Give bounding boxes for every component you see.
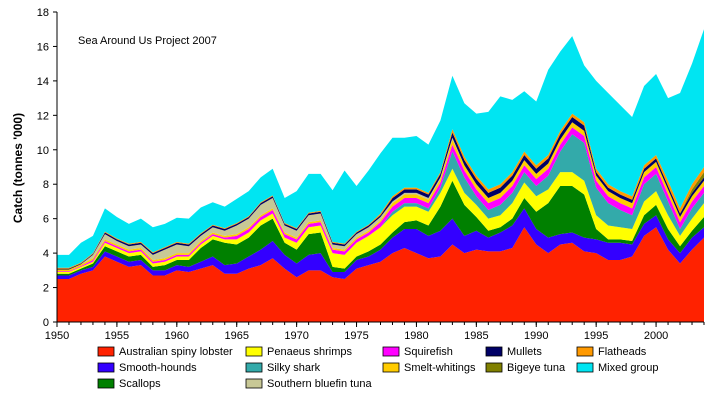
x-tick-label: 1980 — [404, 330, 428, 342]
area-series-7 — [57, 122, 704, 270]
legend-label: Mixed group — [598, 362, 659, 374]
y-tick-label: 14 — [37, 76, 49, 88]
y-tick-label: 16 — [37, 41, 49, 53]
legend-label: Squirefish — [404, 346, 453, 358]
legend-swatch — [97, 346, 115, 357]
chart-annotation: Sea Around Us Project 2007 — [78, 35, 217, 47]
area-series-3 — [57, 168, 704, 274]
legend-label: Smelt-whitings — [404, 362, 476, 374]
legend-label: Southern bluefin tuna — [267, 378, 372, 390]
x-tick-label: 1950 — [45, 330, 69, 342]
legend: Australian spiny lobster Smooth-hounds Sca… — [97, 346, 659, 390]
legend-swatch — [97, 378, 115, 389]
y-tick-label: 0 — [43, 317, 49, 329]
x-tick-label: 1975 — [344, 330, 368, 342]
legend-swatch — [485, 346, 503, 357]
x-tick-label: 1990 — [524, 330, 548, 342]
y-tick-label: 18 — [37, 7, 49, 19]
legend-label: Silky shark — [267, 362, 321, 374]
x-tick-label: 1965 — [224, 330, 248, 342]
x-tick-label: 1970 — [284, 330, 308, 342]
y-tick-label: 12 — [37, 110, 49, 122]
x-tick-label: 1955 — [105, 330, 129, 342]
legend-swatch — [485, 362, 503, 373]
area-series-11 — [57, 29, 704, 268]
area-series-2 — [57, 180, 704, 276]
legend-label: Australian spiny lobster — [119, 346, 233, 358]
legend-swatch — [576, 362, 594, 373]
y-tick-label: 10 — [37, 145, 49, 157]
legend-label: Smooth-hounds — [119, 362, 197, 374]
y-tick-label: 4 — [43, 248, 49, 260]
area-layer — [57, 29, 704, 322]
y-tick-label: 2 — [43, 283, 49, 295]
legend-swatch — [576, 346, 594, 357]
legend-swatch — [382, 362, 400, 373]
area-series-0 — [57, 227, 704, 322]
y-tick-label: 6 — [43, 214, 49, 226]
legend-swatch — [97, 362, 115, 373]
legend-label: Bigeye tuna — [507, 362, 566, 374]
x-tick-label: 1960 — [165, 330, 189, 342]
legend-label: Scallops — [119, 378, 161, 390]
x-tick-label: 2000 — [644, 330, 668, 342]
y-axis-label: Catch (tonnes '000) — [11, 113, 25, 223]
area-series-1 — [57, 208, 704, 279]
legend-swatch — [382, 346, 400, 357]
legend-swatch — [245, 346, 263, 357]
legend-label: Mullets — [507, 346, 542, 358]
legend-swatch — [245, 378, 263, 389]
legend-label: Penaeus shrimps — [267, 346, 352, 358]
y-tick-label: 8 — [43, 179, 49, 191]
x-tick-label: 1985 — [464, 330, 488, 342]
x-tick-label: 1995 — [584, 330, 608, 342]
legend-label: Flatheads — [598, 346, 647, 358]
axes-layer: 0 2 4 6 8 10 12 14 16 18 1950 1955 1960 1965 1970 1975 1… — [37, 7, 705, 342]
legend-swatch — [245, 362, 263, 373]
